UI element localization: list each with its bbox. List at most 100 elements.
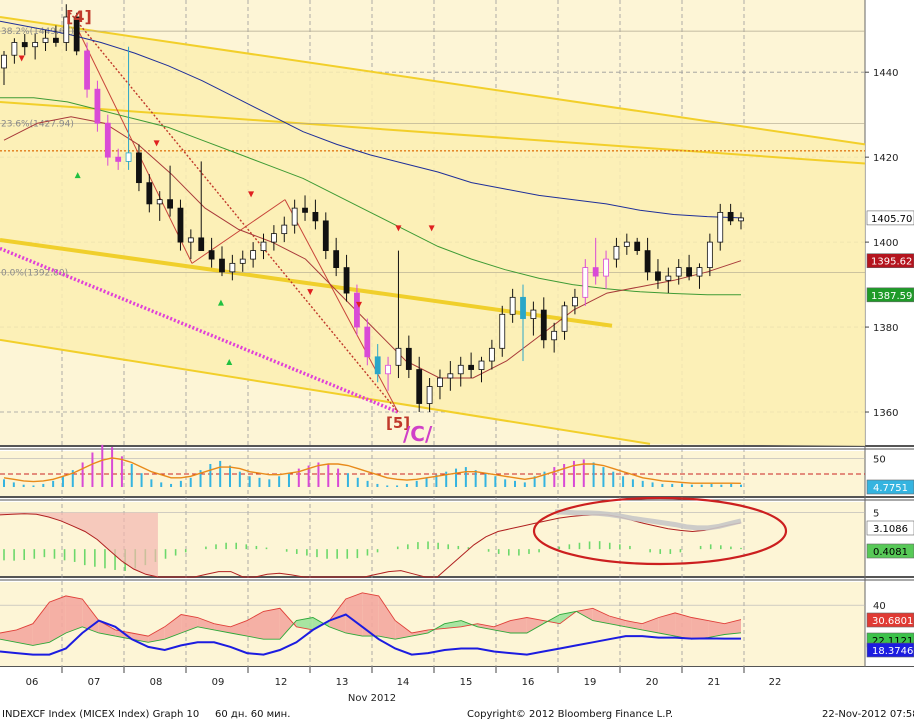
x-tick-label: 06 [26,677,39,688]
ind2-value-badge: 3.1086 [866,520,914,536]
candle-body [437,377,443,387]
candle-body [478,360,485,370]
candle [395,250,402,379]
ind2-tick-label: 5 [873,509,879,520]
ind3-fill-band [230,620,247,637]
fib-level-label: 23.6%(1427.94) [1,119,74,129]
ind3-fill-band [148,626,165,643]
ind3-value-badge-bg [866,642,914,658]
candle [738,212,744,230]
wave-label-4: [4] [66,7,92,26]
x-tick-label: 22 [769,677,782,688]
ind1-value-text: 4.7751 [873,483,908,494]
ind3-tick-label: 40 [873,601,886,612]
candle-body [561,305,568,332]
candle-body [167,199,173,209]
candle [260,233,267,260]
signal-marker-down [307,289,314,296]
price-tick-label: 1360 [873,408,898,419]
candle-body [312,211,319,222]
ind3-fill-band [32,602,50,646]
ind3-fill-band [724,619,741,635]
ind3-fill-band [543,614,560,624]
candle [540,297,547,349]
signal-marker-up [226,359,233,366]
x-tick-label: 14 [397,677,410,688]
ind3-fill-band [197,617,215,630]
ind3-value-text: 18.3746 [872,646,913,657]
ind3-fill-band [510,617,527,633]
candle-body [1,54,7,69]
wave-label-c: /C/ [403,422,433,446]
price-tick-label: 1420 [873,153,898,164]
x-tick-label: 16 [522,677,535,688]
candle-body [634,241,641,252]
price-tick-label: 1440 [873,68,898,79]
ind3-fill-band [362,592,379,637]
ind3-fill-band [296,617,313,630]
channel-fill [0,16,865,446]
candle-body [603,258,609,277]
candle-body [84,50,90,90]
footer-security: INDEXCF Index (MICEX Index) Graph 10 [2,709,200,720]
candle [457,356,464,387]
candle [42,29,49,51]
candle-body [239,258,246,264]
candle-body [426,386,433,404]
candle-body [727,211,734,222]
candle [156,191,163,221]
candle-body [395,347,402,366]
candle-body [717,211,724,243]
ind3-fill-band [181,614,198,633]
x-tick-label: 15 [460,677,473,688]
candle-body [644,250,651,273]
candle-body [73,16,80,52]
ind3-fill-band [411,629,429,637]
wave-line [284,199,399,413]
candle [302,195,308,221]
ind3-fill-band [526,617,544,633]
candle [488,339,495,370]
candle [219,246,225,277]
x-tick-label: 07 [88,677,101,688]
ind3-value-text: 30.6801 [872,616,913,627]
candle [229,254,236,281]
ind3-value-text: 22.1121 [872,636,913,647]
ind3-value-badge: 30.6801 [866,612,914,628]
ind3-fill-band [395,620,412,640]
candle-body [187,237,194,243]
candle [561,301,568,340]
candle [499,305,506,357]
candle [644,237,651,281]
candle-body [551,330,558,341]
candle [208,237,215,268]
candle-body [270,233,277,243]
x-tick-label: 20 [646,677,659,688]
candle-body [104,122,111,158]
candle-body [63,16,70,43]
candle [21,33,28,56]
candle [53,25,59,47]
candle-body [405,347,412,370]
candle-body [42,37,49,43]
candle-body [208,250,215,260]
signal-marker-up [74,172,81,179]
candle-body [32,42,39,48]
candle [32,33,39,60]
wave-line [77,29,193,264]
candle [509,288,516,323]
x-tick-label: 12 [275,677,288,688]
candle [63,4,70,51]
candle [582,259,589,306]
candle [665,267,672,294]
ind3-fill-band [164,614,182,640]
signal-marker-down [356,301,363,308]
candle-body [706,241,713,269]
ind3-fill-band [345,592,363,637]
ind3-fill-band [378,595,396,640]
candle-body [468,364,475,370]
ind3-line [0,592,742,637]
candle [250,242,257,268]
candle [675,259,682,285]
candle-body [21,42,28,48]
